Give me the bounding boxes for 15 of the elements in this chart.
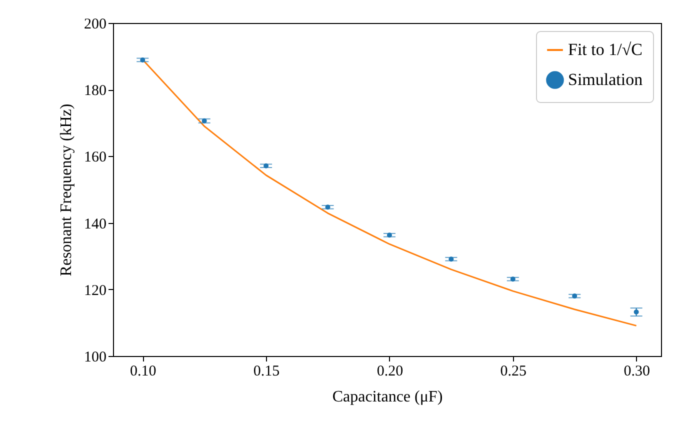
y-tick-label: 160	[84, 150, 106, 166]
y-tick-label: 200	[84, 16, 106, 32]
y-axis-title: Resonant Frequency (kHz)	[58, 104, 75, 276]
y-tick-label: 140	[84, 216, 106, 232]
x-tick-label: 0.10	[130, 364, 156, 380]
legend-label: Fit to 1/√C	[568, 40, 643, 59]
x-tick-label: 0.15	[253, 364, 280, 380]
x-axis-title: Capacitance (μF)	[332, 388, 443, 406]
x-tick-label: 0.30	[624, 364, 650, 380]
y-tick-label: 100	[84, 350, 106, 366]
y-tick-label: 120	[84, 282, 106, 299]
x-tick-label: 0.25	[500, 364, 527, 380]
x-tick-label: 0.20	[376, 364, 404, 380]
y-tick-label: 180	[84, 83, 106, 100]
legend-label: Simulation	[568, 70, 644, 89]
